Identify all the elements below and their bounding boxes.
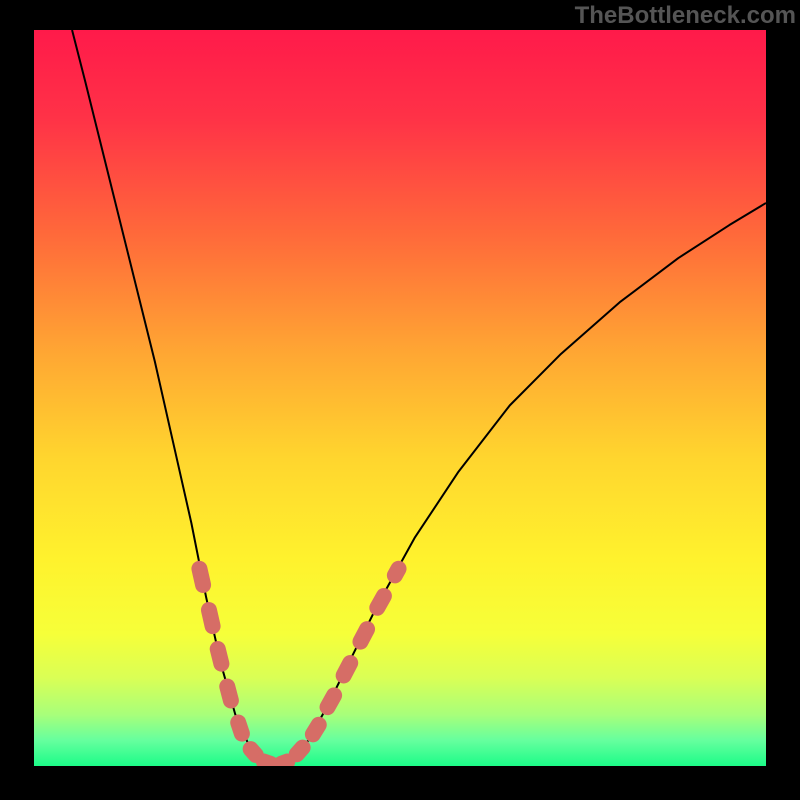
marker-segment	[251, 749, 256, 755]
marker-segment	[395, 569, 399, 576]
plot-area	[34, 30, 766, 766]
marker-segment	[264, 762, 271, 764]
marker-segment	[313, 725, 319, 735]
marker-segment	[209, 610, 213, 626]
marker-segment	[377, 596, 384, 608]
marker-segment	[328, 695, 335, 707]
curve-layer	[34, 30, 766, 766]
marker-segment	[238, 723, 242, 734]
marker-segment	[199, 569, 203, 585]
marker-segment	[297, 748, 303, 755]
marker-segment	[281, 762, 287, 764]
bottleneck-curve	[72, 30, 766, 766]
marker-segment	[360, 629, 367, 642]
marker-segment	[344, 663, 351, 676]
watermark-text: TheBottleneck.com	[575, 2, 796, 30]
marker-segment	[218, 649, 222, 664]
marker-segment	[227, 687, 231, 701]
